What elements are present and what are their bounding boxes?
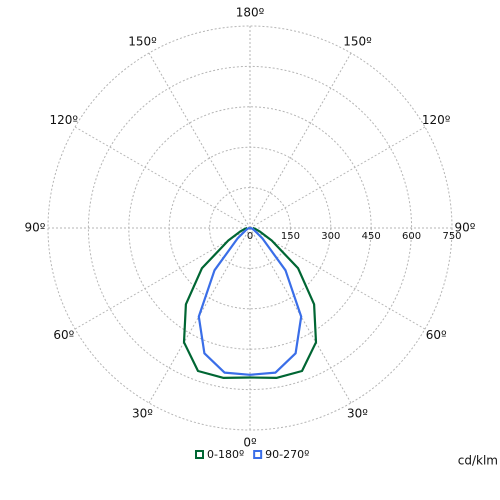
r-tick-label: 600 xyxy=(402,231,421,242)
grid-spoke xyxy=(148,52,251,229)
angle-tick-label: 60º xyxy=(53,328,74,342)
r-tick-label: 0 xyxy=(247,231,253,242)
series-line xyxy=(182,226,318,379)
angle-tick-label: 30º xyxy=(132,407,153,421)
angle-tick-label: 180º xyxy=(236,6,265,20)
angle-tick-label: 90º xyxy=(25,221,46,235)
grid-spoke xyxy=(74,126,251,229)
grid-spoke xyxy=(249,52,352,229)
legend-label: 90-270º xyxy=(265,448,309,461)
r-tick-label: 750 xyxy=(442,231,461,242)
angle-tick-label: 60º xyxy=(426,328,447,342)
angle-tick-label: 30º xyxy=(347,407,368,421)
r-tick-label: 450 xyxy=(362,231,381,242)
legend-swatch xyxy=(195,450,204,459)
grid-spoke xyxy=(74,227,251,330)
angle-tick-label: 0º xyxy=(243,436,257,450)
angle-tick-label: 90º xyxy=(455,221,476,235)
legend-swatch xyxy=(253,450,263,459)
angle-tick-label: 120º xyxy=(422,113,451,127)
series-line xyxy=(197,226,303,376)
angle-tick-label: 150º xyxy=(343,34,372,48)
angle-tick-label: 150º xyxy=(128,34,157,48)
r-tick-label: 150 xyxy=(281,231,300,242)
unit-label: cd/klm xyxy=(458,454,498,468)
legend-label: 0-180º xyxy=(207,448,244,461)
grid-spoke xyxy=(249,126,426,229)
grid-spoke xyxy=(249,227,426,330)
angle-tick-label: 120º xyxy=(50,113,79,127)
r-tick-label: 300 xyxy=(321,231,340,242)
